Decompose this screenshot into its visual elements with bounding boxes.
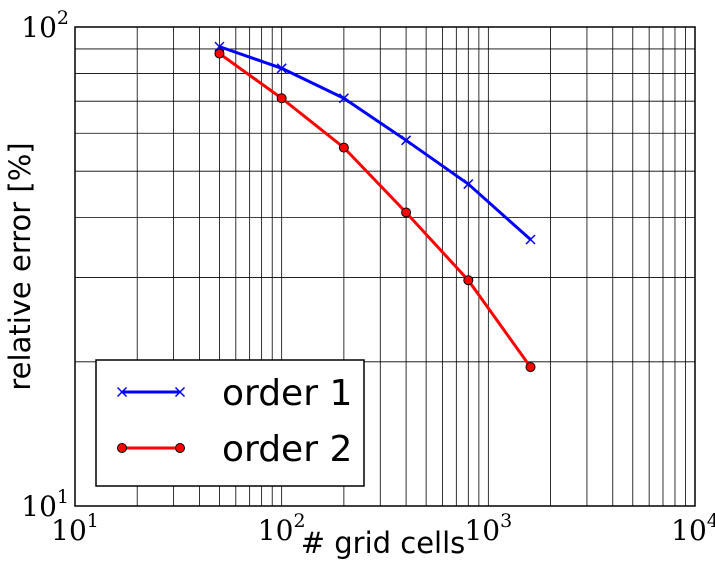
plot-frame — [74, 26, 696, 507]
legend-label-order-1: order 1 — [222, 373, 352, 414]
legend-box — [95, 359, 365, 487]
data-point-order-2 — [338, 142, 349, 153]
legend-marker-start — [116, 386, 128, 398]
legend-marker-start — [117, 443, 127, 453]
ticks-layer: 101 102 103 104 101 102 — [21, 7, 715, 547]
x-tick-label: 101 — [51, 510, 99, 547]
legend-marker-end — [175, 443, 185, 453]
series-layer — [214, 41, 536, 373]
series-line-order-2 — [218, 52, 532, 368]
data-point-order-2 — [463, 275, 474, 286]
x-axis-title: # grid cells — [301, 526, 466, 560]
legend-marker-order-2 — [117, 443, 185, 453]
y-axis-title: relative error [%] — [3, 142, 37, 390]
legend-marker-end — [174, 386, 186, 398]
data-point-order-1 — [338, 93, 349, 104]
legend-marker-order-1 — [116, 386, 186, 398]
data-point-order-2 — [214, 48, 225, 59]
data-point-order-1 — [401, 135, 412, 146]
x-tick-label: 104 — [671, 510, 715, 547]
legend: order 1 order 2 — [95, 359, 365, 487]
series-line-order-1 — [218, 45, 532, 241]
grid-layer — [75, 27, 695, 506]
data-point-order-1 — [463, 179, 474, 190]
data-point-order-2 — [525, 362, 536, 373]
data-point-order-2 — [401, 207, 412, 218]
data-point-order-2 — [276, 93, 287, 104]
data-point-order-1 — [525, 234, 536, 245]
y-tick-label: 102 — [21, 7, 69, 44]
data-point-order-1 — [276, 63, 287, 74]
x-tick-label: 102 — [258, 510, 306, 547]
y-tick-label: 101 — [21, 486, 69, 523]
x-tick-label: 103 — [464, 510, 512, 547]
legend-label-order-2: order 2 — [222, 429, 352, 470]
